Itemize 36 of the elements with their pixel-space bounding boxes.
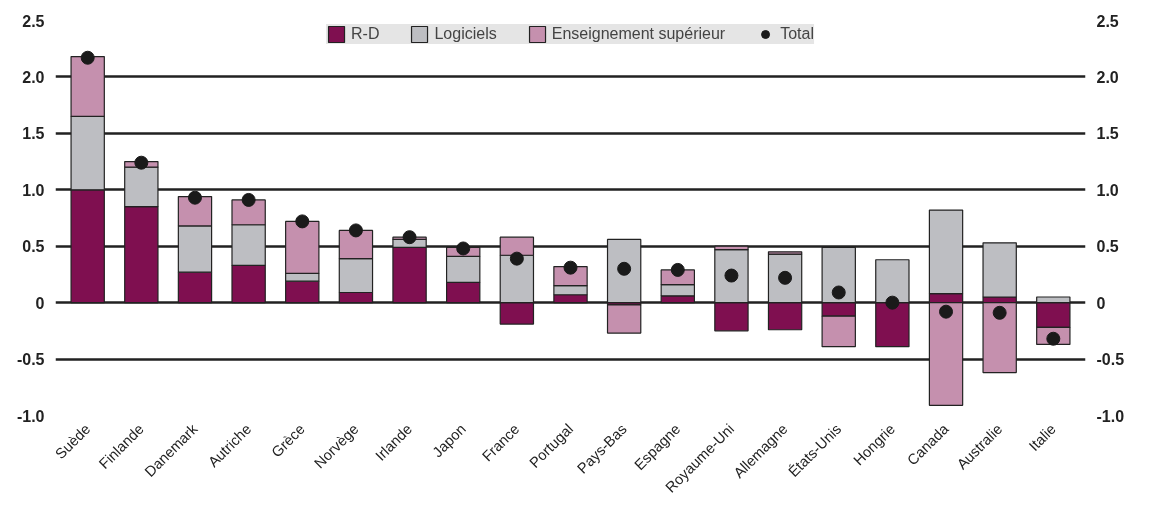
y2-tick-label: 0 bbox=[1096, 294, 1106, 312]
y2-tick-label: 2.0 bbox=[1096, 68, 1119, 86]
point bbox=[885, 295, 900, 310]
y2-tick-label: 0.5 bbox=[1096, 238, 1119, 256]
point bbox=[456, 241, 471, 256]
y2-tick-label: 2.5 bbox=[1096, 12, 1119, 30]
point bbox=[348, 223, 363, 238]
y-tick-label: 2.0 bbox=[22, 68, 45, 86]
point bbox=[831, 285, 846, 300]
point bbox=[187, 190, 202, 205]
point bbox=[295, 214, 310, 229]
legend-label: Enseignement supérieur bbox=[551, 25, 726, 43]
point bbox=[509, 251, 524, 266]
y2-tick-label: -1.0 bbox=[1096, 407, 1125, 425]
point bbox=[80, 50, 95, 65]
y-tick-label: 2.5 bbox=[22, 12, 45, 30]
legend-label: Total bbox=[780, 25, 814, 43]
y2-tick-label: 1.0 bbox=[1096, 181, 1119, 199]
point bbox=[617, 261, 632, 276]
y-tick-label: 0.5 bbox=[22, 238, 45, 256]
legend-label: R-D bbox=[351, 25, 380, 43]
y-tick-label: -0.5 bbox=[16, 351, 45, 369]
point bbox=[241, 192, 256, 207]
point bbox=[670, 262, 685, 277]
point bbox=[402, 230, 417, 245]
point bbox=[134, 155, 149, 170]
y-tick-label: -1.0 bbox=[16, 407, 45, 425]
point bbox=[939, 304, 954, 319]
y2-tick-label: -0.5 bbox=[1096, 351, 1125, 369]
y-tick-label: 0 bbox=[35, 294, 45, 312]
point bbox=[563, 260, 578, 275]
y-tick-label: 1.5 bbox=[22, 125, 45, 143]
legend-label: Logiciels bbox=[434, 25, 497, 43]
y2-tick-label: 1.5 bbox=[1096, 125, 1119, 143]
point bbox=[992, 305, 1007, 320]
y-tick-label: 1.0 bbox=[22, 181, 45, 199]
